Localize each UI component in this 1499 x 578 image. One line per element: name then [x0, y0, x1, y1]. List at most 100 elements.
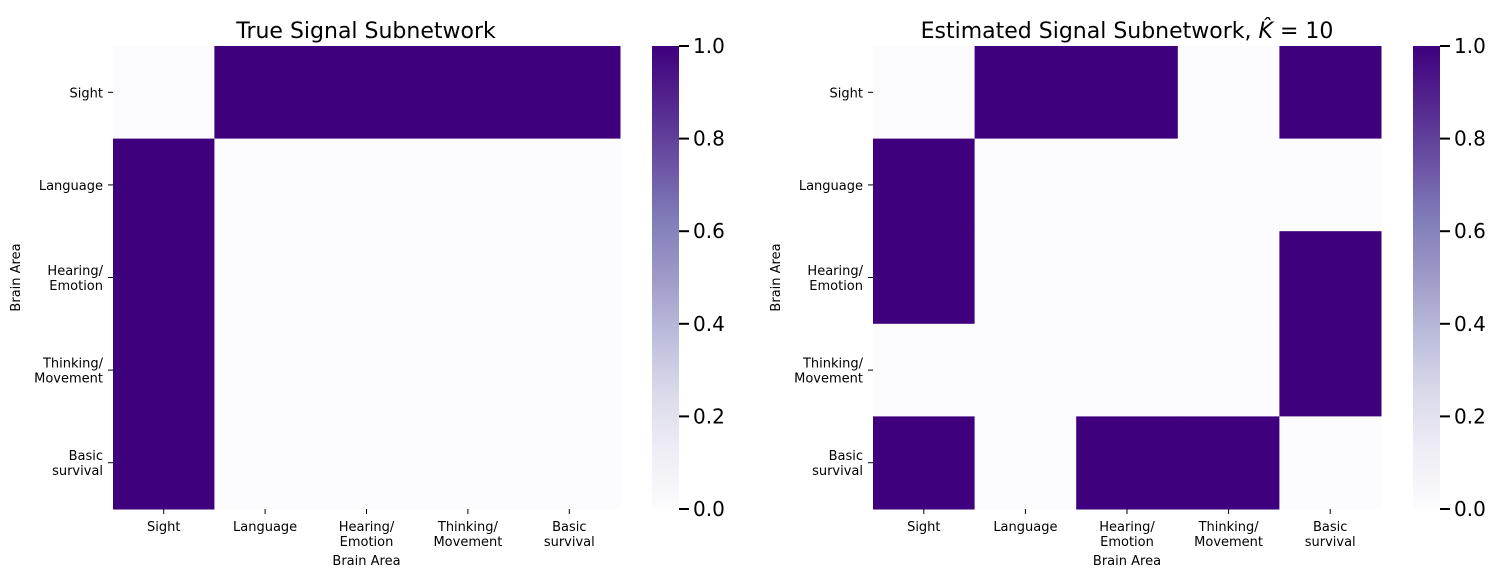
tick-label-line: Sight: [830, 86, 863, 101]
x-tick-label: Hearing/Emotion: [339, 520, 395, 550]
heatmap-cell-r2-c1: [214, 231, 317, 325]
heatmap-cell-r3-c1: [214, 323, 317, 417]
colorbar: 0.0 0.2 0.4 0.6 0.8 1.0: [1413, 34, 1486, 521]
heatmap-cell-r4-c2: [1076, 416, 1179, 510]
x-tick-label: Sight: [907, 520, 940, 535]
heatmap-cell-r2-c0: [873, 231, 976, 325]
colorbar-gradient: [652, 46, 679, 509]
x-tick-label: Basic survival: [1305, 520, 1356, 550]
heatmap-cell-r1-c3: [1177, 138, 1280, 232]
x-tick-label: Basic survival: [544, 520, 595, 550]
y-tick-label: Hearing/Emotion: [47, 264, 103, 294]
heatmap-cell-r2-c1: [974, 231, 1077, 325]
x-tick-label-line: survival: [544, 535, 595, 550]
heatmap-cell-r1-c2: [315, 138, 418, 232]
heatmap-panel-1: True Signal Subnetwork Sight Language Heari…: [9, 19, 725, 569]
x-tick-label-line: Emotion: [340, 535, 394, 550]
chart-title: True Signal Subnetwork: [235, 19, 496, 44]
tick-label-line: survival: [812, 464, 863, 479]
heatmap-cell-r2-c4: [1279, 231, 1382, 325]
heatmap-cell-r1-c3: [417, 138, 520, 232]
title-text: Estimated Signal Subnetwork,: [921, 19, 1259, 44]
x-tick-label-line: Sight: [907, 520, 940, 535]
y-tick-label: Basic survival: [812, 449, 863, 479]
heatmap-cell-r3-c4: [1279, 323, 1382, 417]
heatmap-cell-r0-c2: [1076, 46, 1179, 140]
heatmap-cell-r1-c4: [518, 138, 621, 232]
heatmap-cell-r3-c0: [873, 323, 976, 417]
heatmap-cell-r0-c0: [873, 46, 976, 140]
tick-label-line: Basic: [69, 449, 103, 464]
x-tick-label-line: Basic: [552, 520, 586, 535]
heatmap-cell-r0-c3: [417, 46, 520, 140]
colorbar-tick-label: 0.6: [693, 219, 725, 243]
tick-label-line: Hearing/: [47, 264, 103, 279]
y-axis-label: Brain Area: [9, 243, 24, 311]
x-tick-label-line: Basic: [1313, 520, 1347, 535]
x-tick-label-line: Movement: [433, 535, 502, 550]
heatmap-cell-r4-c1: [214, 416, 317, 510]
heatmap-cell-r4-c1: [974, 416, 1077, 510]
y-axis-label: Brain Area: [769, 243, 784, 311]
heatmap-cell-r0-c0: [113, 46, 215, 140]
y-tick-label: Basic survival: [52, 449, 103, 479]
tick-label-line: Thinking/: [42, 357, 104, 372]
heatmap-cell-r1-c4: [1279, 138, 1382, 232]
heatmap-cell-r3-c1: [974, 323, 1077, 417]
heatmap-cell-r2-c2: [315, 231, 418, 325]
y-tick-label: Sight: [830, 86, 863, 101]
tick-label-line: Basic: [829, 449, 863, 464]
heatmap-cell-r0-c1: [974, 46, 1077, 140]
colorbar-tick-label: 1.0: [1454, 34, 1486, 58]
x-tick-label-line: Thinking/: [437, 520, 499, 535]
x-tick-label-line: Emotion: [1100, 535, 1154, 550]
colorbar-gradient: [1413, 46, 1440, 509]
heatmap-cell-r3-c2: [315, 323, 418, 417]
x-tick-label: Language: [233, 520, 297, 535]
x-axis-label: Brain Area: [1093, 554, 1161, 569]
colorbar-tick-label: 0.0: [693, 497, 725, 521]
x-tick-label: Thinking/Movement: [1194, 520, 1263, 550]
heatmap-cell-r1-c1: [214, 138, 317, 232]
heatmap-cell-r0-c4: [1279, 46, 1382, 140]
heatmap-cell-r1-c0: [873, 138, 976, 232]
heatmap-cell-r0-c1: [214, 46, 317, 140]
heatmap-cell-r2-c4: [518, 231, 621, 325]
x-tick-label-line: Sight: [147, 520, 180, 535]
heatmap-cell-r3-c3: [1177, 323, 1280, 417]
heatmap-cell-r4-c0: [113, 416, 215, 510]
colorbar-tick-label: 1.0: [693, 34, 725, 58]
heatmap-cell-r2-c3: [1177, 231, 1280, 325]
heatmap-cell-r4-c3: [1177, 416, 1280, 510]
heatmap-cell-r0-c4: [518, 46, 621, 140]
colorbar-tick-label: 0.0: [1454, 497, 1486, 521]
x-tick-label: Hearing/Emotion: [1099, 520, 1155, 550]
tick-label-line: Movement: [794, 372, 863, 387]
colorbar: 0.0 0.2 0.4 0.6 0.8 1.0: [652, 34, 725, 521]
x-tick-label: Language: [993, 520, 1057, 535]
x-tick-label-line: Hearing/: [1099, 520, 1155, 535]
tick-label-line: Sight: [70, 86, 103, 101]
heatmap-cell-r3-c0: [113, 323, 215, 417]
tick-label-line: Language: [799, 179, 863, 194]
x-tick-label-line: survival: [1305, 535, 1356, 550]
y-tick-label: Hearing/Emotion: [807, 264, 863, 294]
heatmap-panel-2: Estimated Signal Subnetwork, K̂ = 10 Sigh…: [769, 18, 1486, 569]
x-tick-label-line: Language: [233, 520, 297, 535]
tick-label-line: Emotion: [49, 279, 103, 294]
heatmap-cell-r0-c2: [315, 46, 418, 140]
x-tick-label: Thinking/Movement: [433, 520, 502, 550]
tick-label-line: Hearing/: [807, 264, 863, 279]
tick-label-line: Language: [39, 179, 103, 194]
heatmap-cell-r4-c4: [1279, 416, 1382, 510]
heatmap-cell-r4-c0: [873, 416, 976, 510]
heatmap-cell-r4-c3: [417, 416, 520, 510]
x-tick-label: Sight: [147, 520, 180, 535]
colorbar-tick-label: 0.8: [693, 127, 725, 151]
colorbar-tick-label: 0.4: [1454, 312, 1486, 336]
heatmap-cell-r2-c2: [1076, 231, 1179, 325]
chart-title: Estimated Signal Subnetwork, K̂ = 10: [921, 18, 1334, 44]
heatmap-cell-r1-c2: [1076, 138, 1179, 232]
colorbar-tick-label: 0.4: [693, 312, 725, 336]
